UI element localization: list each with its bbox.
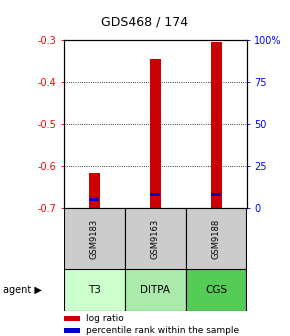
Bar	[211, 194, 221, 196]
Text: GSM9183: GSM9183	[90, 218, 99, 259]
Text: GDS468 / 174: GDS468 / 174	[102, 15, 188, 28]
Bar	[211, 42, 222, 208]
Bar	[89, 173, 100, 208]
Text: percentile rank within the sample: percentile rank within the sample	[86, 327, 240, 335]
Text: agent ▶: agent ▶	[3, 285, 42, 295]
Text: DITPA: DITPA	[140, 285, 170, 295]
Bar	[89, 198, 99, 201]
Text: T3: T3	[88, 285, 101, 295]
Bar	[150, 59, 161, 208]
Bar	[186, 208, 246, 269]
Bar	[186, 269, 246, 311]
Text: CGS: CGS	[205, 285, 227, 295]
Text: GSM9163: GSM9163	[151, 218, 160, 259]
Text: GSM9188: GSM9188	[211, 218, 221, 259]
Bar	[64, 269, 125, 311]
Bar	[125, 269, 186, 311]
Bar	[64, 208, 125, 269]
Bar	[64, 329, 80, 333]
Bar	[150, 194, 160, 196]
Bar	[125, 208, 186, 269]
Text: log ratio: log ratio	[86, 314, 124, 323]
Bar	[64, 316, 80, 321]
